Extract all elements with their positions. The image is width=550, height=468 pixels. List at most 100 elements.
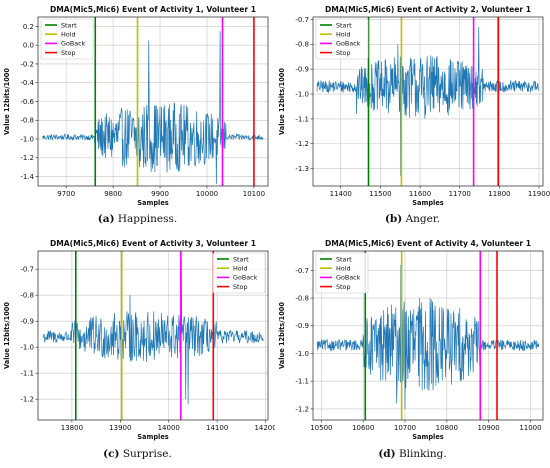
chart-title: DMA(Mic5,Mic6) Event of Activity 3, Volu… [50, 239, 256, 248]
chart-panel-b: DMA(Mic5,Mic6) Event of Activity 2, Volu… [275, 0, 550, 234]
x-tick-label: 11400 [330, 190, 352, 198]
y-tick-label: -1.0 [20, 135, 34, 143]
legend-label-stop: Stop [233, 283, 248, 291]
y-tick-label: -1.2 [295, 140, 309, 148]
legend-label-start: Start [233, 255, 249, 263]
x-tick-label: 9800 [104, 190, 122, 198]
y-tick-label: -0.7 [295, 16, 309, 24]
x-tick-label: 10600 [352, 424, 374, 432]
legend-label-hold: Hold [336, 265, 351, 273]
chart-svg: DMA(Mic5,Mic6) Event of Activity 3, Volu… [3, 239, 275, 441]
legend-label-start: Start [336, 255, 352, 263]
x-tick-label: 14100 [206, 424, 228, 432]
caption-text: Happiness. [117, 213, 178, 225]
x-tick-label: 10500 [310, 424, 332, 432]
y-tick-label: 0.0 [23, 42, 34, 50]
legend-label-hold: Hold [233, 265, 248, 273]
y-tick-label: -0.2 [20, 60, 34, 68]
y-tick-label: -1.2 [20, 396, 34, 404]
y-tick-label: -0.8 [295, 294, 309, 302]
x-tick-label: 11500 [369, 190, 391, 198]
x-tick-label: 10100 [243, 190, 265, 198]
y-tick-label: -0.6 [20, 98, 34, 106]
y-axis-label: Value 12bits/1000 [3, 302, 11, 369]
x-axis-label: Samples [412, 433, 444, 441]
caption-label: (a) [97, 213, 115, 225]
signal-line [42, 31, 264, 185]
y-tick-label: -0.7 [20, 266, 34, 274]
x-tick-label: 11900 [528, 190, 550, 198]
caption-c: (c) Surprise. [0, 448, 275, 460]
y-tick-label: -1.2 [295, 405, 309, 413]
y-tick-label: -0.9 [295, 322, 309, 330]
y-tick-label: -0.4 [20, 79, 34, 87]
caption-d: (d) Blinking. [275, 448, 550, 460]
y-tick-label: -1.4 [20, 173, 34, 181]
caption-label: (c) [103, 448, 120, 460]
y-tick-label: -0.7 [295, 267, 309, 275]
signal-line [316, 26, 540, 177]
y-tick-label: -0.8 [20, 117, 34, 125]
y-axis-label: Value 12bits/1000 [278, 68, 286, 135]
y-tick-label: -1.1 [20, 370, 34, 378]
x-tick-label: 14000 [158, 424, 180, 432]
x-tick-label: 9900 [151, 190, 169, 198]
legend-label-goback: GoBack [233, 274, 258, 282]
legend-label-stop: Stop [61, 49, 76, 57]
x-tick-label: 13900 [109, 424, 131, 432]
chart-svg: DMA(Mic5,Mic6) Event of Activity 1, Volu… [3, 5, 269, 207]
legend-label-goback: GoBack [336, 274, 361, 282]
x-tick-label: 10900 [477, 424, 499, 432]
chart-panel-d: DMA(Mic5,Mic6) Event of Activity 4, Volu… [275, 234, 550, 468]
x-axis-label: Samples [137, 199, 169, 207]
caption-a: (a) Happiness. [0, 213, 275, 225]
chart-title: DMA(Mic5,Mic6) Event of Activity 4, Volu… [325, 239, 531, 248]
chart-panel-c: DMA(Mic5,Mic6) Event of Activity 3, Volu… [0, 234, 275, 468]
y-tick-label: -1.0 [20, 344, 34, 352]
legend-box [315, 252, 369, 294]
chart-title: DMA(Mic5,Mic6) Event of Activity 2, Volu… [325, 5, 531, 14]
legend-label-start: Start [336, 21, 352, 29]
y-tick-label: -1.0 [295, 350, 309, 358]
x-axis-label: Samples [412, 199, 444, 207]
x-tick-label: 11700 [449, 190, 471, 198]
legend-label-goback: GoBack [61, 40, 86, 48]
chart-svg: DMA(Mic5,Mic6) Event of Activity 2, Volu… [278, 5, 550, 207]
x-tick-label: 9700 [57, 190, 75, 198]
x-tick-label: 14200 [254, 424, 275, 432]
x-tick-label: 10800 [436, 424, 458, 432]
y-tick-label: -1.1 [295, 115, 309, 123]
caption-text: Blinking. [398, 448, 447, 460]
x-tick-label: 11000 [519, 424, 541, 432]
caption-label: (b) [384, 213, 403, 225]
chart-panel-a: DMA(Mic5,Mic6) Event of Activity 1, Volu… [0, 0, 275, 234]
axes-frame [312, 16, 544, 187]
x-axis-label: Samples [137, 433, 169, 441]
y-tick-label: -0.9 [20, 318, 34, 326]
axes-frame [37, 250, 269, 421]
x-tick-label: 13800 [61, 424, 83, 432]
y-tick-label: -0.9 [295, 66, 309, 74]
y-tick-label: -1.2 [20, 154, 34, 162]
chart-svg: DMA(Mic5,Mic6) Event of Activity 4, Volu… [278, 239, 544, 441]
caption-text: Surprise. [122, 448, 172, 460]
legend-label-goback: GoBack [336, 40, 361, 48]
legend-label-stop: Stop [336, 49, 351, 57]
y-tick-label: -0.8 [20, 292, 34, 300]
x-tick-label: 11800 [488, 190, 510, 198]
legend-box [40, 18, 94, 60]
legend-label-hold: Hold [61, 31, 76, 39]
legend-label-hold: Hold [336, 31, 351, 39]
x-tick-label: 10000 [196, 190, 218, 198]
caption-label: (d) [378, 448, 396, 460]
caption-text: Anger. [405, 213, 441, 225]
axes-frame [312, 250, 544, 421]
legend-box [212, 252, 266, 294]
y-tick-label: -0.8 [295, 41, 309, 49]
signal-line [316, 264, 540, 409]
chart-title: DMA(Mic5,Mic6) Event of Activity 1, Volu… [50, 5, 256, 14]
